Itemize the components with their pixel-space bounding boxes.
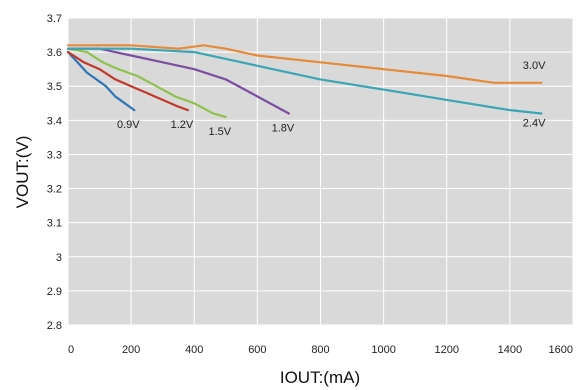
x-tick-label: 1000 (371, 344, 395, 356)
grid (67, 17, 574, 326)
x-tick-labels: 0 200 400 600 800 1000 1200 1400 1600 (68, 344, 573, 356)
series-label: 1.2V (171, 119, 194, 131)
y-axis-title: VOUT:(V) (13, 136, 32, 209)
x-tick-label: 1600 (549, 344, 573, 356)
series-labels: 0.9V 1.2V 1.5V 1.8V 2.4V 3.0V (117, 60, 546, 138)
series-label: 1.5V (208, 126, 231, 138)
y-tick-label: 3.5 (47, 81, 62, 93)
y-tick-label: 2.9 (47, 286, 62, 298)
series-label: 3.0V (523, 60, 546, 72)
y-tick-label: 2.8 (47, 320, 62, 332)
x-tick-label: 1200 (435, 344, 459, 356)
y-tick-labels: 2.8 2.9 3 3.1 3.2 3.3 3.4 3.5 3.6 3.7 (47, 13, 62, 332)
x-tick-label: 600 (248, 344, 266, 356)
x-tick-label: 400 (185, 344, 203, 356)
y-tick-label: 3.3 (47, 149, 62, 161)
series-label: 1.8V (272, 123, 295, 135)
x-tick-label: 800 (311, 344, 329, 356)
series-line-1-5v (66, 47, 227, 119)
y-tick-label: 3.1 (47, 218, 62, 230)
x-tick-label: 0 (68, 344, 74, 356)
series-label: 2.4V (523, 118, 546, 130)
series-line-3-0v (66, 44, 543, 84)
series-line-1-8v (66, 47, 290, 115)
y-tick-label: 3.7 (47, 13, 62, 25)
y-tick-label: 3.4 (47, 115, 62, 127)
x-tick-label: 200 (122, 344, 140, 356)
y-tick-label: 3.6 (47, 47, 62, 59)
series-line-0-9v (66, 50, 136, 112)
series-lines (66, 44, 543, 119)
x-axis-title: IOUT:(mA) (280, 368, 360, 387)
y-tick-label: 3 (56, 252, 62, 264)
series-label: 0.9V (117, 119, 140, 131)
x-tick-label: 1400 (498, 344, 522, 356)
series-line-2-4v (66, 47, 543, 115)
series-line-1-2v (66, 50, 189, 112)
y-tick-label: 3.2 (47, 184, 62, 196)
